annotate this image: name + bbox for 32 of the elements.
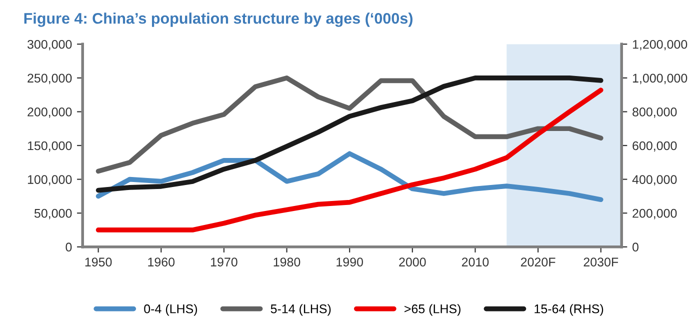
line-series [96,76,604,174]
x-tick-label: 1960 [148,258,175,266]
x-tick-label: 2010 [462,258,489,266]
y2-tick-label: 800,000 [632,108,677,118]
x-tick-label: 2000 [399,258,426,266]
x-tick-label: 1950 [85,258,112,266]
y2-tick-label: 400,000 [632,175,677,186]
y-tick-label: 200,000 [28,108,72,118]
legend-label: >65 (LHS) [404,304,460,316]
x-tick-label: 2030F [584,258,618,266]
x-tick-label: 1990 [336,258,364,266]
line-series [96,76,604,193]
y2-tick-label: 200,000 [632,208,677,220]
x-tick-label: 1970 [210,258,238,266]
y-tick-label: 250,000 [28,74,72,84]
line-series [96,151,604,202]
x-tick-label: 2020F [520,258,556,266]
y-tick-label: 0 [66,242,72,252]
line-series [96,88,604,232]
x-tick-label: 1980 [274,258,300,266]
y-tick-label: 300,000 [27,40,72,50]
legend-label: 5-14 (LHS) [270,304,331,316]
chart-title: Figure 4: China’s population structure by ages (‘000s) [24,12,412,27]
y-tick-label: 50,000 [34,208,72,220]
y2-tick-label: 1,200,000 [632,40,688,50]
y2-tick-label: 600,000 [632,141,677,152]
y2-tick-label: 0 [632,242,638,252]
y2-tick-label: 1,000,000 [632,74,688,84]
legend-label: 15-64 (RHS) [534,304,604,316]
y-tick-label: 100,000 [28,175,72,186]
y-tick-label: 150,000 [28,141,72,152]
legend-label: 0-4 (LHS) [144,304,198,316]
